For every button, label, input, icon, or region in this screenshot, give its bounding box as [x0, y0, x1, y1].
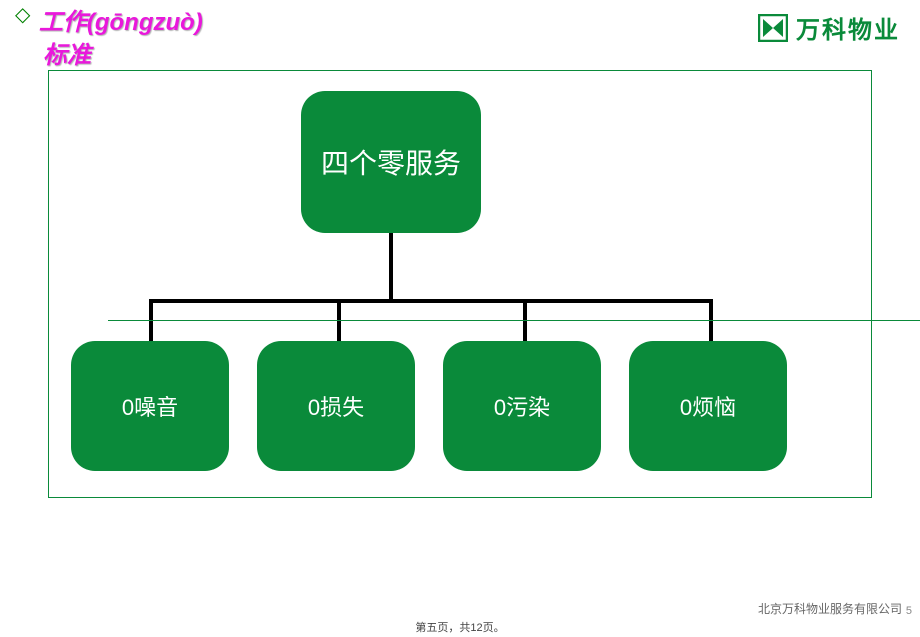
slide-header: ◇ 工作(gōngzuò) 标准 万科物业: [0, 0, 920, 60]
child-label-3: 0烦恼: [680, 390, 736, 422]
connector-crossbar: [149, 299, 713, 303]
logo-text: 万科物业: [796, 10, 900, 45]
logo-area: 万科物业: [758, 10, 900, 45]
connector-trunk: [389, 233, 393, 299]
footer-pageinfo: 第五页，共12页。: [415, 619, 504, 635]
child-label-1: 0损失: [308, 390, 364, 422]
title-line2: 标准: [43, 35, 203, 70]
footer-company: 北京万科物业服务有限公司: [758, 600, 902, 617]
footer-pagenum: 5: [906, 605, 912, 617]
root-label: 四个零服务: [321, 142, 461, 182]
child-node-0: 0噪音: [71, 341, 229, 471]
child-label-2: 0污染: [494, 390, 550, 422]
title-area: ◇ 工作(gōngzuò) 标准: [15, 2, 203, 70]
diagram-container: 四个零服务 0噪音 0损失 0污染 0烦恼: [48, 70, 872, 498]
child-node-1: 0损失: [257, 341, 415, 471]
child-node-2: 0污染: [443, 341, 601, 471]
title-line1: 工作(gōngzuò): [39, 2, 203, 37]
child-node-3: 0烦恼: [629, 341, 787, 471]
children-row: 0噪音 0损失 0污染 0烦恼: [71, 341, 787, 471]
bullet-icon: ◇: [15, 2, 30, 27]
root-node: 四个零服务: [301, 91, 481, 233]
vanke-logo-icon: [758, 14, 788, 42]
child-label-0: 0噪音: [122, 390, 178, 422]
extension-line: [108, 320, 920, 321]
